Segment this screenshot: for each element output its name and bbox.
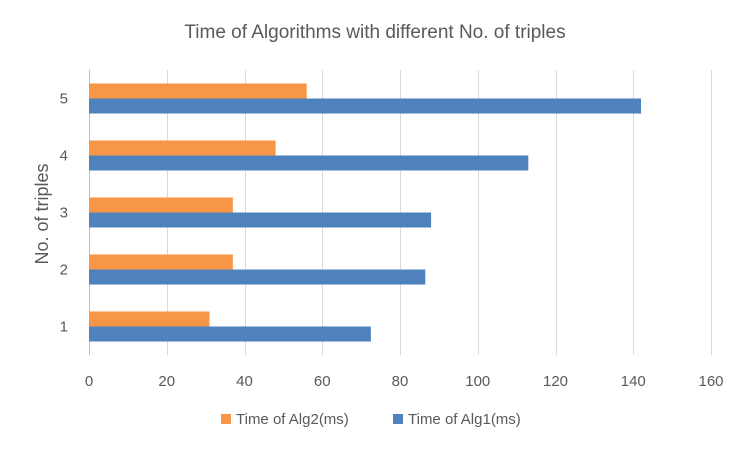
bar-alg2 (89, 83, 307, 99)
x-tick-label: 60 (314, 373, 331, 390)
bar-alg2 (89, 254, 233, 270)
legend-label: Time of Alg1(ms) (408, 411, 521, 428)
bar-alg2 (89, 140, 276, 156)
x-tick-label: 120 (543, 373, 568, 390)
x-tick-label: 160 (698, 373, 723, 390)
legend: Time of Alg2(ms) Time of Alg1(ms) (221, 411, 521, 428)
y-tick-label: 4 (60, 148, 68, 165)
x-tick-label: 0 (85, 373, 93, 390)
x-axis-ticks: 0 20 40 60 80 100 120 140 160 (85, 373, 724, 390)
bar-alg1 (89, 269, 426, 285)
y-tick-label: 2 (60, 262, 68, 279)
bar-alg1 (89, 98, 642, 114)
y-tick-label: 5 (60, 91, 68, 108)
x-tick-label: 40 (236, 373, 253, 390)
bar-alg1 (89, 326, 371, 342)
bars (89, 83, 642, 342)
y-tick-label: 1 (60, 319, 68, 336)
bar-alg2 (89, 197, 233, 213)
y-axis-label: No. of triples (32, 163, 52, 264)
bar-alg1 (89, 155, 529, 171)
chart-title: Time of Algorithms with different No. of… (184, 22, 565, 43)
x-tick-label: 100 (465, 373, 490, 390)
x-tick-label: 80 (392, 373, 409, 390)
y-axis-ticks: 1 2 3 4 5 (60, 91, 68, 336)
legend-swatch (221, 414, 231, 424)
legend-swatch (393, 414, 403, 424)
y-tick-label: 3 (60, 205, 68, 222)
x-tick-label: 20 (158, 373, 175, 390)
legend-label: Time of Alg2(ms) (236, 411, 349, 428)
x-tick-label: 140 (621, 373, 646, 390)
bar-alg2 (89, 311, 210, 327)
bar-alg1 (89, 212, 432, 228)
